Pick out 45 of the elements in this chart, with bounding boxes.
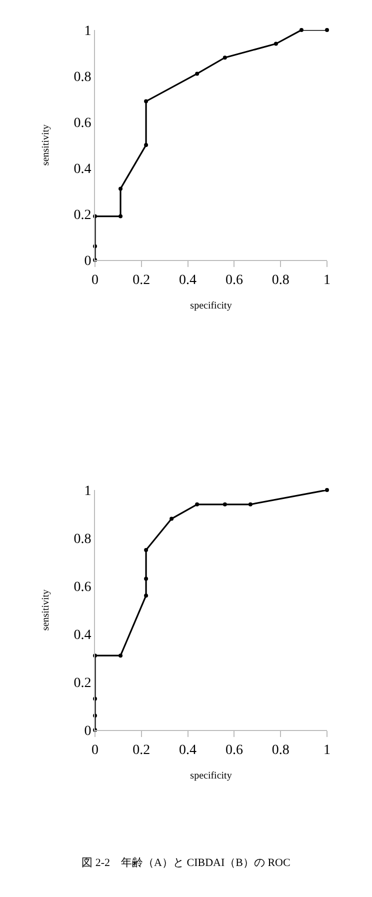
y-tick-label: 0.6 — [74, 116, 92, 131]
point — [299, 28, 304, 32]
x-tick-label: 0.4 — [179, 742, 197, 758]
point — [144, 576, 148, 581]
point — [144, 143, 148, 147]
point — [118, 654, 123, 658]
point — [222, 56, 227, 60]
x-tick-label: 0.6 — [225, 272, 243, 288]
x-tick-label: 1 — [324, 272, 330, 288]
x-axis-title: specificity — [190, 770, 232, 782]
y-tick-label: 1 — [84, 24, 92, 39]
point — [195, 72, 200, 76]
y-axis-title: sensitivity — [40, 589, 52, 631]
point — [274, 42, 278, 46]
y-tick-label: 0 — [84, 254, 92, 269]
y-tick-label: 0.8 — [74, 70, 92, 85]
y-tick-label: 0 — [84, 724, 92, 739]
point — [325, 28, 329, 32]
point — [144, 99, 148, 104]
x-tick-label: 0.2 — [132, 742, 150, 758]
point — [144, 548, 148, 552]
caption: 図 2-2 年齢（A）と CIBDAI（B）の ROC — [80, 856, 292, 870]
point — [118, 214, 123, 218]
point — [195, 502, 200, 506]
x-tick-label: 0.8 — [272, 742, 290, 758]
x-axis-title: specificity — [190, 300, 232, 312]
point — [118, 186, 123, 191]
point — [170, 516, 174, 521]
point — [325, 488, 329, 492]
x-tick-label: 0.8 — [272, 272, 290, 288]
y-tick-label: 0.4 — [74, 162, 92, 177]
x-tick-label: 1 — [324, 742, 330, 758]
y-tick-label: 1 — [84, 484, 92, 499]
y-tick-label: 0.6 — [74, 580, 92, 595]
point — [144, 594, 148, 598]
point — [248, 502, 252, 506]
y-tick-label: 0.8 — [74, 532, 92, 547]
y-tick-label: 0.4 — [74, 628, 92, 643]
x-tick-label: 0.2 — [132, 272, 150, 288]
y-tick-label: 0.2 — [74, 676, 92, 691]
y-axis-title: sensitivity — [40, 124, 52, 166]
point — [222, 502, 227, 506]
x-tick-label: 0.4 — [179, 272, 197, 288]
x-tick-label: 0.6 — [225, 742, 243, 758]
y-tick-label: 0.2 — [74, 208, 92, 223]
